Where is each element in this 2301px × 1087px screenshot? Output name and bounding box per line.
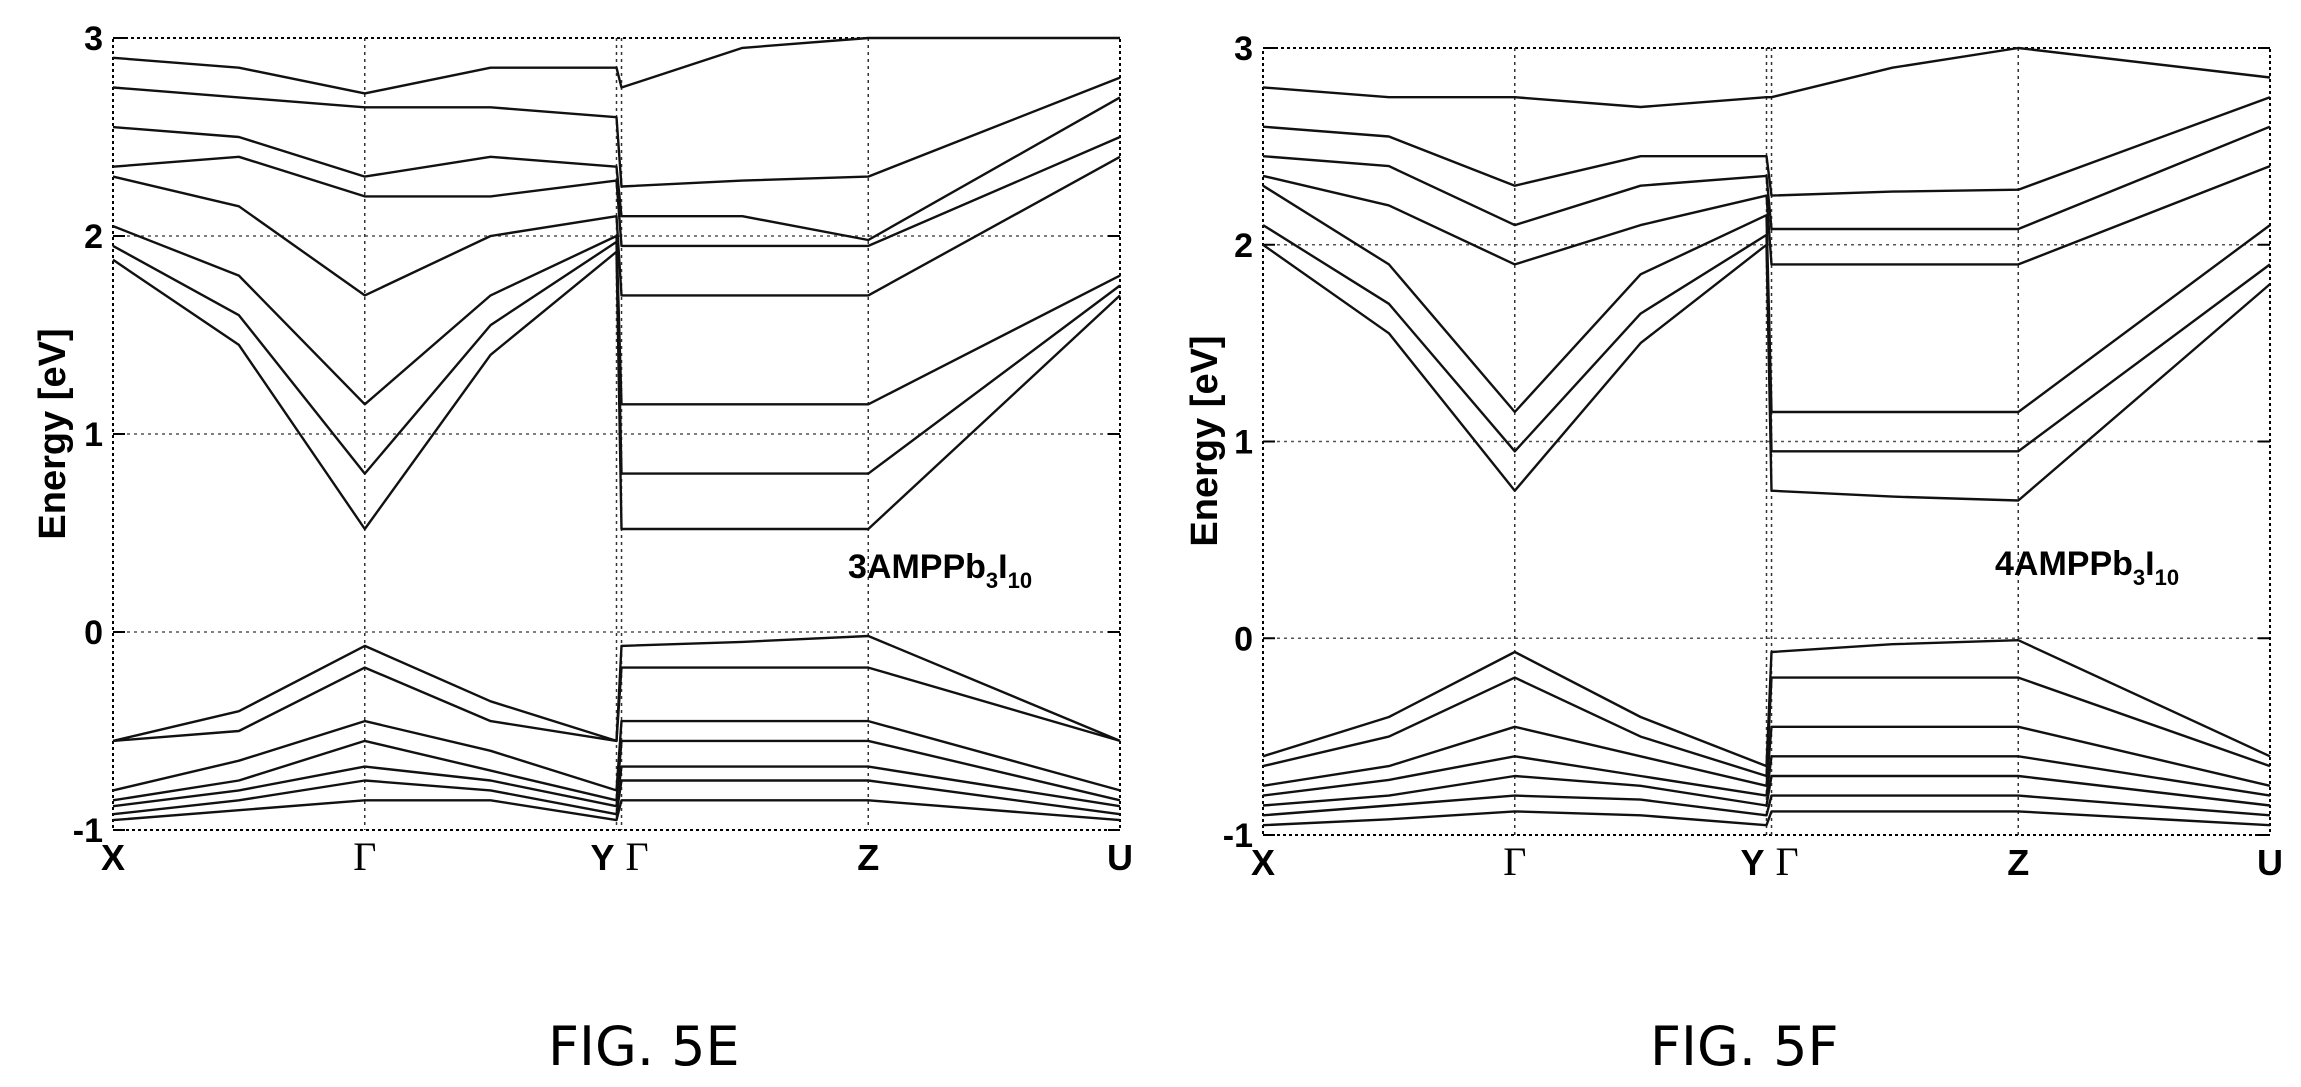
figure-label-5f: FIG. 5F (1650, 1015, 1839, 1078)
band-line (112, 224, 1121, 406)
compound-main: 3AMPPb (848, 548, 986, 586)
y-tick-label: -1 (73, 812, 103, 850)
band-line (112, 36, 1120, 95)
k-point-label: Y (1740, 842, 1764, 883)
compound-subscript: 3 (2133, 565, 2145, 590)
compound-iodine: I (998, 548, 1007, 586)
band-line (1262, 46, 2271, 109)
y-axis-label: Energy [eV] (32, 328, 74, 539)
k-point-label: Y (590, 837, 614, 878)
band-line (1262, 184, 2271, 414)
band-line (1262, 774, 2271, 807)
band-line (1262, 125, 2271, 231)
band-line (1262, 794, 2271, 817)
figure-label-5e: FIG. 5E (548, 1015, 740, 1078)
band-line (112, 779, 1121, 816)
band-line (112, 76, 1121, 188)
k-point-label: Γ (353, 834, 376, 879)
compound-main: 4AMPPb (1995, 545, 2133, 583)
band-line (1262, 755, 2271, 797)
y-tick-label: 2 (1234, 227, 1253, 265)
band-line (112, 666, 1121, 743)
compound-subscript: 10 (1008, 568, 1032, 593)
compound-subscript: 3 (986, 568, 998, 593)
compound-iodine: I (2145, 545, 2154, 583)
y-tick-label: 0 (84, 614, 103, 652)
y-tick-label: 3 (1234, 30, 1253, 68)
band-line (1262, 725, 2271, 787)
y-tick-label: 2 (84, 218, 103, 256)
k-point-label: Γ (1503, 839, 1526, 884)
band-line (1262, 810, 2271, 827)
band-line (112, 155, 1121, 297)
k-point-label: U (1107, 837, 1133, 878)
band-line (112, 96, 1121, 242)
compound-label: 4AMPPb3I10 (1995, 545, 2179, 590)
y-tick-label: 1 (1234, 424, 1253, 462)
k-point-label: Z (857, 837, 879, 878)
k-point-label: Γ (1776, 839, 1799, 884)
y-tick-label: 1 (84, 416, 103, 454)
k-point-label: U (2257, 842, 2283, 883)
band-line (1262, 96, 2271, 197)
band-line (112, 799, 1121, 822)
y-tick-label: -1 (1223, 817, 1253, 855)
k-point-label: X (1251, 842, 1275, 883)
band-line (1262, 164, 2271, 266)
y-tick-label: 3 (84, 20, 103, 58)
k-point-label: X (101, 837, 125, 878)
y-axis-label: Energy [eV] (1184, 335, 1226, 546)
y-tick-label: 0 (1234, 620, 1253, 658)
compound-subscript: 10 (2155, 565, 2179, 590)
compound-label: 3AMPPb3I10 (848, 548, 1032, 593)
band-line (112, 135, 1121, 248)
k-point-label: Z (2007, 842, 2029, 883)
k-point-label: Γ (626, 834, 649, 879)
